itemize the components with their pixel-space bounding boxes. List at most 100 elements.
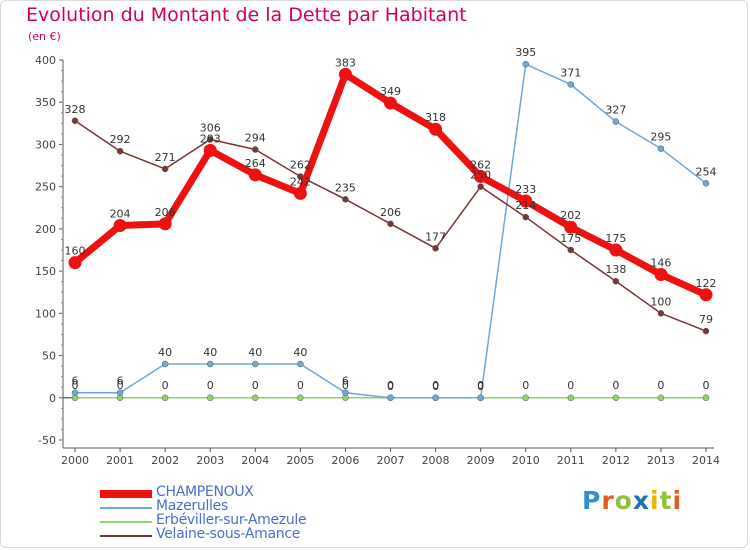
y-tick-label: 200 [35,223,56,236]
data-label: 0 [477,379,484,392]
x-tick-label: 2014 [692,454,720,467]
data-point [567,394,575,402]
x-tick-label: 2009 [467,454,495,467]
data-point [474,170,488,184]
data-label: 138 [605,263,626,276]
data-point [429,122,443,136]
data-point [612,277,620,285]
data-point [519,194,533,208]
data-point [158,217,172,231]
data-point [654,267,668,281]
x-tick-label: 2002 [151,454,179,467]
legend-swatch [100,490,152,498]
data-point [206,394,214,402]
legend-label: Erbéviller-sur-Amezule [156,512,307,528]
data-label: 0 [567,379,574,392]
data-label: 262 [290,159,311,172]
data-point [609,243,623,257]
data-point [161,394,169,402]
data-label: 0 [297,379,304,392]
data-label: 0 [522,379,529,392]
brand-logo: Proxiti [582,486,682,515]
y-tick-label: 50 [42,350,56,363]
data-label: 349 [380,85,401,98]
data-label: 214 [515,199,536,212]
data-label: 40 [293,346,307,359]
data-point [657,145,665,152]
data-label: 146 [650,256,671,269]
x-tick-label: 2007 [377,454,405,467]
y-tick-label: 150 [35,265,56,278]
data-label: 233 [515,183,536,196]
data-label: 79 [699,313,713,326]
data-point [702,327,710,335]
data-point [206,136,214,143]
data-label: 0 [387,380,394,393]
data-label: 294 [245,132,266,145]
x-tick-label: 2006 [331,454,359,467]
data-point [384,96,397,110]
data-label: 0 [117,379,124,392]
data-label: 0 [162,379,169,392]
data-label: 160 [65,245,86,258]
data-label: 0 [432,380,439,393]
y-tick-label: 0 [49,392,56,405]
data-point [252,360,259,368]
legend-item: Erbéviller-sur-Amezule [100,512,400,529]
data-label: 306 [200,121,221,134]
data-label: 395 [515,46,536,59]
legend-label: Velaine-sous-Amance [156,526,301,542]
data-label: 383 [335,56,356,69]
data-label: 262 [470,159,491,172]
x-tick-label: 2001 [106,454,134,467]
data-label: 100 [650,295,671,308]
data-label: 0 [342,379,349,392]
data-point [522,213,529,221]
data-point [432,245,439,252]
data-label: 40 [203,346,217,359]
data-label: 328 [65,103,86,116]
x-tick-label: 2013 [647,454,675,467]
data-point [387,394,394,402]
brand-letter: P [582,486,602,515]
data-point [71,389,79,396]
data-label: 6 [72,375,79,388]
data-point [113,219,127,233]
data-point [657,394,665,402]
data-point [477,183,484,190]
data-point [293,186,307,200]
y-tick-label: 400 [35,54,56,67]
data-label: 0 [477,380,484,393]
x-tick-label: 2008 [422,454,450,467]
data-point [116,147,124,155]
y-tick-label: 350 [35,96,56,109]
data-label: 0 [252,379,259,392]
brand-letter: r [601,486,615,515]
data-label: 264 [245,157,266,170]
x-tick-label: 2011 [557,454,585,467]
data-point [161,165,169,173]
x-tick-label: 2005 [286,454,314,467]
data-label: 6 [117,375,124,388]
x-tick-label: 2004 [241,454,269,467]
x-tick-label: 2000 [61,454,89,467]
data-point [432,394,439,402]
data-point [567,246,575,254]
data-label: 254 [696,165,717,178]
data-point [248,168,262,182]
data-label: 318 [425,111,446,124]
legend-item: Mazerulles [100,498,400,515]
legend-label: CHAMPENOUX [156,484,254,500]
data-point [252,394,259,402]
data-point [522,60,529,68]
data-point [564,220,578,234]
data-label: 242 [290,175,311,188]
data-label: 204 [110,208,131,221]
data-label: 177 [425,230,446,243]
data-point [522,394,529,402]
legend-label: Mazerulles [156,498,228,514]
data-label: 0 [703,379,710,392]
brand-letter: i [650,486,660,515]
data-label: 327 [605,104,626,117]
legend-swatch [100,521,152,523]
